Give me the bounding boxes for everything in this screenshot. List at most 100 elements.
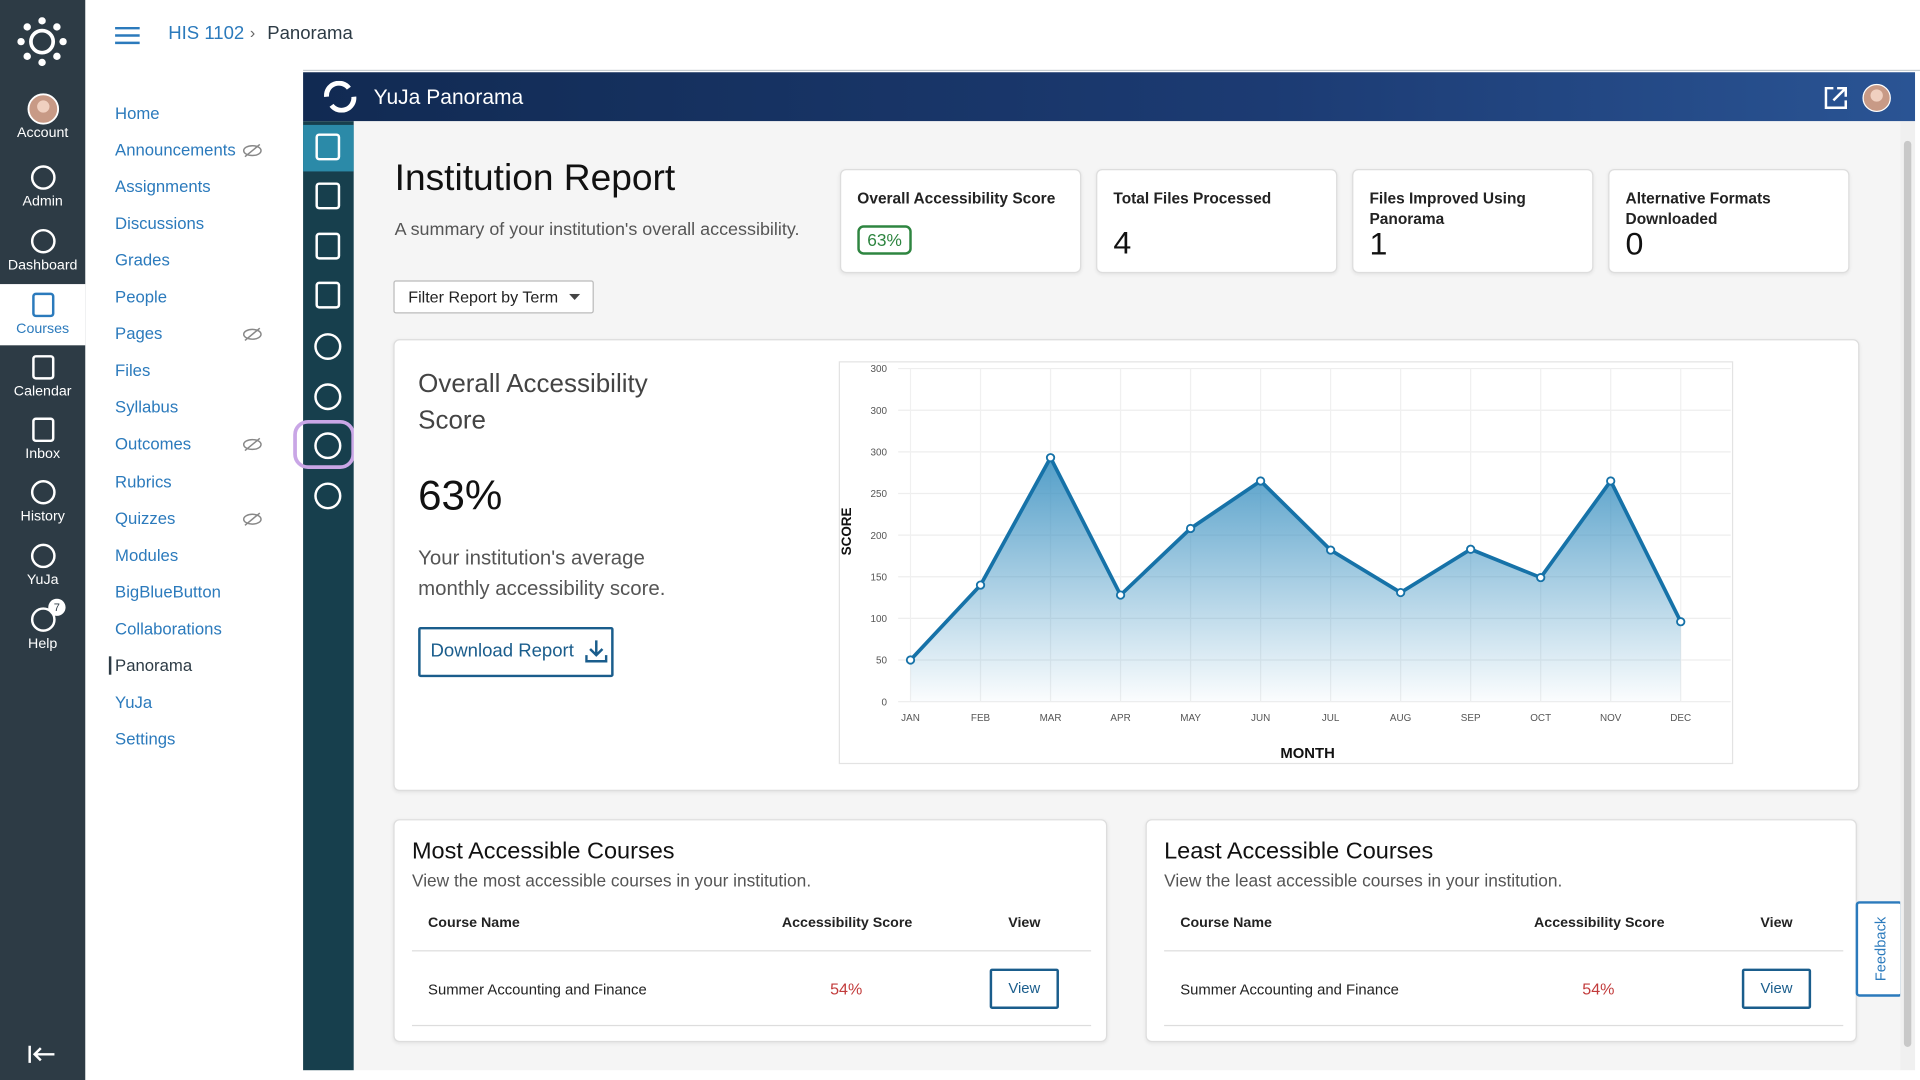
x-tick-label: NOV bbox=[1600, 713, 1622, 724]
nav-icon bbox=[31, 417, 54, 443]
nav-item[interactable]: Account bbox=[0, 88, 85, 149]
menu-item[interactable]: Collaborations bbox=[115, 619, 222, 638]
icon-shape bbox=[315, 232, 341, 260]
caret bbox=[569, 293, 581, 301]
app-rail bbox=[293, 121, 356, 1071]
icon-shape bbox=[30, 607, 56, 632]
menu-item[interactable]: Discussions bbox=[115, 214, 205, 233]
rail-icon[interactable] bbox=[312, 331, 344, 363]
area bbox=[910, 457, 1681, 702]
nav-item[interactable]: Dashboard bbox=[0, 220, 85, 281]
card-badge: 63% bbox=[857, 225, 912, 255]
card-label: Alternative Formats Downloaded bbox=[1625, 189, 1771, 228]
menu-item[interactable]: Grades bbox=[115, 251, 170, 270]
menu-item[interactable]: Files bbox=[115, 361, 151, 381]
breadcrumb-link[interactable]: HIS 1102 bbox=[168, 23, 245, 45]
menu-item[interactable]: Outcomes bbox=[115, 435, 192, 454]
cell-score: 54% bbox=[1582, 979, 1615, 998]
rail-icon[interactable] bbox=[312, 131, 344, 163]
feedback-label: Feedback bbox=[1871, 916, 1890, 982]
report-subtitle: A summary of your institution's overall … bbox=[394, 220, 800, 241]
rail-icon[interactable] bbox=[312, 480, 344, 512]
menu-item[interactable]: People bbox=[115, 288, 168, 307]
scroll-thumb[interactable] bbox=[1903, 140, 1912, 1047]
panel-value: 63% bbox=[418, 472, 503, 520]
menu-item[interactable]: Quizzes bbox=[115, 508, 176, 528]
point bbox=[1676, 617, 1686, 627]
menu-item[interactable]: YuJa bbox=[115, 692, 153, 712]
scrollbar[interactable] bbox=[1900, 121, 1916, 1071]
app-title: YuJa Panorama bbox=[373, 85, 524, 109]
x-tick-label: MAY bbox=[1180, 713, 1201, 724]
point bbox=[1045, 453, 1056, 463]
table-title: Least Accessible Courses bbox=[1164, 838, 1434, 865]
column-header: View bbox=[1008, 915, 1041, 931]
nav-label: Admin bbox=[22, 194, 63, 210]
point bbox=[1396, 587, 1406, 598]
x-tick-label: FEB bbox=[971, 713, 991, 724]
avatar[interactable] bbox=[1862, 83, 1892, 113]
filter-dropdown[interactable]: Filter Report by Term bbox=[393, 280, 594, 314]
nav-label: Help bbox=[28, 636, 58, 652]
menu-item[interactable]: Announcements bbox=[115, 140, 236, 160]
menu-item[interactable]: BigBlueButton bbox=[115, 582, 221, 601]
menu-item[interactable]: Syllabus bbox=[115, 398, 179, 417]
menu-item[interactable]: Pages bbox=[115, 324, 163, 344]
nav-item[interactable]: YuJa bbox=[0, 535, 85, 596]
menu-item[interactable]: Rubrics bbox=[115, 472, 172, 491]
hidden-icon bbox=[242, 511, 262, 526]
eye bbox=[242, 513, 262, 525]
download-button[interactable]: Download Report bbox=[418, 626, 614, 678]
nav-item[interactable]: Admin bbox=[0, 157, 85, 218]
rail-icon[interactable] bbox=[312, 279, 344, 311]
nav-icon bbox=[26, 93, 59, 125]
nav-item[interactable]: Help 7 bbox=[0, 598, 85, 660]
column-header: Course Name bbox=[1180, 915, 1272, 931]
course-table: Least Accessible Courses View the least a… bbox=[1145, 819, 1857, 1043]
menu-item[interactable]: Home bbox=[115, 104, 160, 123]
rail-icon[interactable] bbox=[312, 430, 344, 462]
x-tick-label: JUL bbox=[1322, 713, 1340, 724]
menu-item[interactable]: Modules bbox=[115, 545, 179, 564]
view-button[interactable]: View bbox=[989, 968, 1059, 1009]
download-label: Download Report bbox=[430, 640, 574, 662]
view-button[interactable]: View bbox=[1741, 968, 1812, 1009]
icon-shape bbox=[315, 133, 341, 161]
point bbox=[975, 580, 986, 590]
icon-shape bbox=[31, 417, 54, 443]
card-value: 1 bbox=[1369, 225, 1388, 263]
hidden-icon bbox=[242, 438, 262, 452]
icon-shape bbox=[314, 482, 342, 510]
nav-item[interactable]: History bbox=[0, 471, 85, 532]
hamburger[interactable] bbox=[115, 26, 140, 46]
top-bar: HIS 1102 › Panorama bbox=[85, 0, 1920, 72]
cell-score: 54% bbox=[830, 979, 863, 998]
nav-item[interactable]: Courses bbox=[0, 284, 86, 346]
icon-shape bbox=[31, 355, 54, 380]
icon-shape bbox=[30, 543, 56, 569]
feedback-tab[interactable]: Feedback bbox=[1855, 901, 1903, 997]
rail-icon[interactable] bbox=[312, 230, 344, 262]
menu-item[interactable]: Settings bbox=[115, 729, 176, 748]
x-tick-label: AUG bbox=[1390, 713, 1411, 724]
menu-item[interactable]: Panorama bbox=[108, 656, 192, 675]
table-title: Most Accessible Courses bbox=[411, 838, 675, 865]
breadcrumb-sep: › bbox=[249, 23, 256, 42]
rail-icon[interactable] bbox=[312, 381, 344, 413]
slash bbox=[244, 143, 261, 158]
slash bbox=[244, 438, 261, 452]
course-menu: Home Announcements Assignments Discussions G… bbox=[85, 71, 304, 1080]
rail-icon[interactable] bbox=[312, 180, 344, 212]
cell: Summer Accounting and Finance bbox=[1180, 980, 1399, 998]
x-tick-label: JAN bbox=[901, 713, 920, 724]
nav-item[interactable]: Calendar bbox=[0, 347, 85, 408]
nav-item[interactable]: Inbox bbox=[0, 409, 85, 470]
menu-item[interactable]: Assignments bbox=[115, 177, 211, 197]
panel-description: Your institution's average monthly acces… bbox=[418, 547, 666, 601]
collapse-icon[interactable] bbox=[27, 1043, 57, 1065]
download-icon bbox=[585, 640, 608, 663]
nav-icon bbox=[30, 543, 56, 569]
card-value: 0 bbox=[1625, 225, 1644, 263]
row-divider bbox=[1164, 950, 1844, 952]
open-external[interactable] bbox=[1822, 84, 1849, 111]
